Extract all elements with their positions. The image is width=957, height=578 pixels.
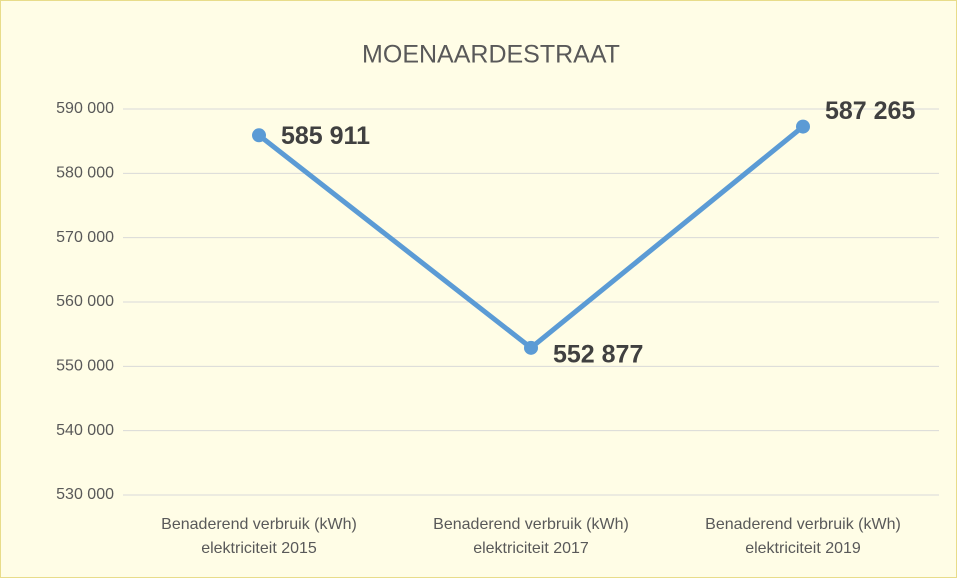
x-tick-label: Benaderend verbruik (kWh) elektriciteit … <box>433 516 629 557</box>
x-tick-label: Benaderend verbruik (kWh) elektriciteit … <box>705 516 901 557</box>
point <box>524 340 538 355</box>
y-tick-label: 540 000 <box>56 422 114 439</box>
point <box>252 128 266 143</box>
x-tick-label: Benaderend verbruik (kWh) elektriciteit … <box>161 516 357 557</box>
y-tick-label: 570 000 <box>56 229 114 246</box>
data-label: 587 265 <box>825 97 915 125</box>
y-tick-label: 580 000 <box>56 165 114 182</box>
point <box>796 119 810 134</box>
y-tick-label: 590 000 <box>56 100 114 117</box>
data-label: 585 911 <box>281 122 370 150</box>
y-tick-label: 560 000 <box>56 293 114 310</box>
y-tick-label: 530 000 <box>56 486 114 503</box>
chart-title: MOENAARDESTRAAT <box>362 41 620 69</box>
data-label: 552 877 <box>553 340 643 368</box>
y-tick-label: 550 000 <box>56 358 114 375</box>
